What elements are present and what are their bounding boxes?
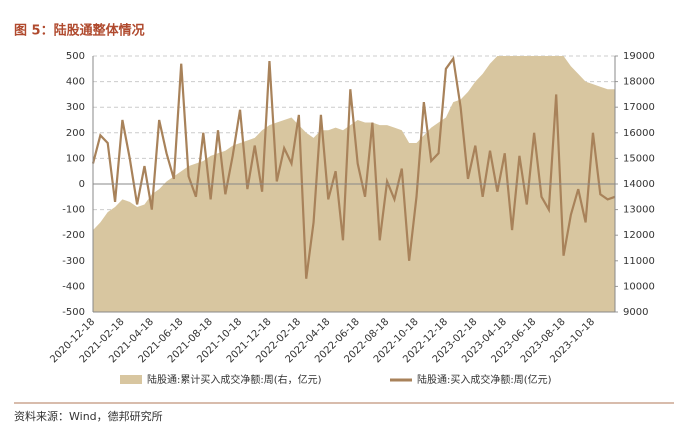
y2-tick-label: 9000 (623, 307, 648, 318)
y2-tick-label: 11000 (623, 256, 655, 267)
y-tick-label: 0 (79, 179, 85, 190)
y2-tick-label: 14000 (623, 179, 655, 190)
y2-tick-label: 15000 (623, 153, 655, 164)
chart-title: 图 5：陆股通整体情况 (14, 23, 145, 39)
y-tick-label: -100 (62, 205, 85, 216)
line (91, 55, 616, 279)
y-tick-label: 300 (66, 102, 85, 113)
y2-tick-label: 17000 (623, 102, 655, 113)
y-tick-label: -400 (62, 281, 85, 292)
y-tick-label: 400 (66, 77, 85, 88)
y2-tick-label: 12000 (623, 230, 655, 241)
y2-tick-label: 19000 (623, 51, 655, 62)
source: 资料来源：Wind，德邦研究所 (14, 409, 163, 423)
y-tick-label: -300 (62, 256, 85, 267)
y-tick-label: 100 (66, 153, 85, 164)
legend-swatch (120, 375, 142, 384)
y2-tick-label: 18000 (623, 77, 655, 88)
y-tick-label: -500 (62, 307, 85, 318)
y-tick-label: 500 (66, 51, 85, 62)
legend-label: 陆股通:买入成交净额:周(亿元) (417, 373, 552, 386)
legend-label: 陆股通:累计买入成交净额:周(右，亿元) (147, 373, 322, 386)
y2-tick-label: 13000 (623, 205, 655, 216)
y-tick-label: 200 (66, 128, 85, 139)
y2-tick-label: 10000 (623, 281, 655, 292)
y2-tick-label: 16000 (623, 128, 655, 139)
y-tick-label: -200 (62, 230, 85, 241)
